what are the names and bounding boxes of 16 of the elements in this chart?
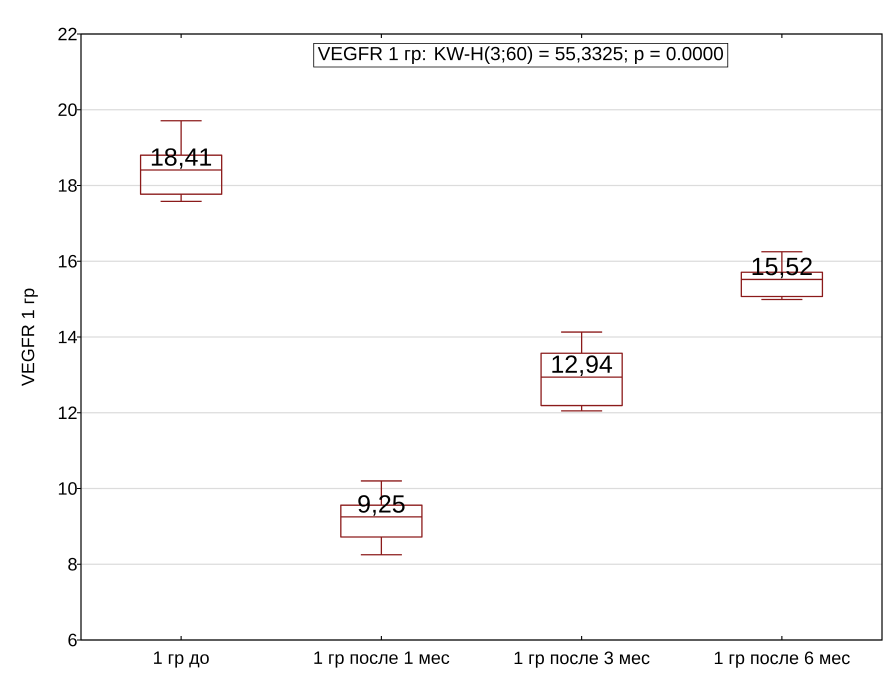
x-tick-label: 1 гр после 1 мес bbox=[314, 652, 450, 668]
y-tick-label: 16 bbox=[58, 254, 77, 268]
x-tick-label: 1 гр до bbox=[154, 652, 209, 668]
x-tick-label: 1 гр после 3 мес bbox=[514, 652, 650, 668]
text: 12,94 bbox=[552, 355, 612, 376]
y-tick-label: 10 bbox=[58, 482, 77, 495]
y-tick-label: 20 bbox=[58, 103, 77, 116]
annotation: VEGFR 1 гр: KW-H(3;60) = 55,3325; p = 0.0000 bbox=[318, 46, 723, 64]
y-tick-label: 18 bbox=[58, 179, 77, 192]
x-tick-label: 1 гр после 6 мес bbox=[714, 652, 850, 668]
y-axis-title: VEGFR 1 гр bbox=[22, 288, 38, 386]
y-tick-label: 8 bbox=[68, 558, 77, 571]
y-tick-label: 12 bbox=[58, 406, 77, 420]
y-tick-label: 14 bbox=[58, 330, 77, 344]
y-tick-label: 6 bbox=[68, 634, 77, 646]
y-tick-label: 22 bbox=[58, 28, 77, 40]
